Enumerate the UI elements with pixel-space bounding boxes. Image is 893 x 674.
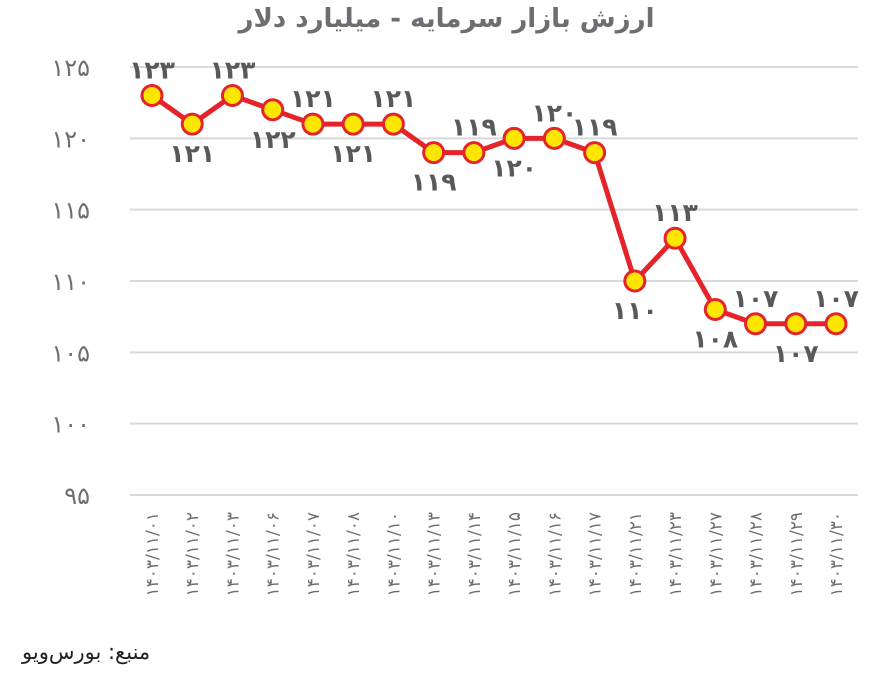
data-label: ۱۲۱ — [169, 139, 215, 168]
y-tick-label: ۱۱۵ — [51, 197, 90, 225]
x-tick-label: ۱۴۰۳/۱۱/۲۷ — [706, 512, 726, 597]
x-tick-label: ۱۴۰۳/۱۱/۰۱ — [143, 512, 163, 597]
x-tick-label: ۱۴۰۳/۱۱/۰۸ — [344, 512, 364, 597]
x-tick-label: ۱۴۰۳/۱۱/۱۴ — [465, 512, 485, 597]
x-axis-ticks: ۱۴۰۳/۱۱/۰۱ ۱۴۰۳/۱۱/۰۲ ۱۴۰۳/۱۱/۰۳ ۱۴۰۳/۱۱/۰۶… — [143, 512, 847, 597]
data-labels: ۱۲۳۱۲۱۱۲۳۱۲۲۱۲۱۱۲۱۱۲۱۱۱۹۱۱۹۱۲۰۱۲۰۱۱۹۱۱۰۱… — [129, 56, 859, 368]
data-label: ۱۰۷ — [773, 339, 819, 368]
data-label: ۱۲۳ — [210, 56, 256, 85]
x-tick-label: ۱۴۰۳/۱۱/۲۹ — [787, 512, 807, 597]
data-label: ۱۱۹ — [572, 113, 618, 142]
y-tick-label: ۱۲۰ — [51, 125, 90, 153]
x-tick-label: ۱۴۰۳/۱۱/۲۱ — [626, 512, 646, 597]
x-tick-label: ۱۴۰۳/۱۱/۰۲ — [183, 512, 203, 597]
data-point-marker — [784, 312, 808, 336]
data-point-marker — [703, 298, 727, 322]
x-tick-label: ۱۴۰۳/۱۱/۰۳ — [223, 512, 243, 597]
data-label: ۱۲۳ — [129, 56, 175, 85]
data-label: ۱۱۹ — [451, 113, 497, 142]
data-label: ۱۲۱ — [371, 84, 417, 113]
y-tick-label: ۱۲۵ — [51, 54, 90, 82]
data-label: ۱۱۰ — [612, 296, 658, 325]
y-axis-ticks: ۱۲۵ ۱۲۰ ۱۱۵ ۱۱۰ ۱۰۵ ۱۰۰ ۹۵ — [51, 54, 90, 510]
y-tick-label: ۹۵ — [64, 482, 90, 510]
data-label: ۱۲۰ — [531, 98, 577, 127]
y-tick-label: ۱۰۰ — [51, 411, 90, 439]
x-tick-label: ۱۴۰۳/۱۱/۱۰ — [384, 512, 404, 597]
source-note: منبع: بورس‌ویو — [22, 640, 151, 664]
data-point-marker — [261, 98, 285, 122]
y-tick-label: ۱۱۰ — [51, 268, 90, 296]
data-label: ۱۰۸ — [692, 325, 738, 354]
data-label: ۱۲۱ — [290, 84, 336, 113]
x-tick-label: ۱۴۰۳/۱۱/۰۷ — [304, 512, 324, 597]
x-tick-label: ۱۴۰۳/۱۱/۲۳ — [666, 512, 686, 597]
data-point-marker — [422, 141, 446, 165]
data-label: ۱۱۳ — [652, 198, 698, 227]
data-label: ۱۰۷ — [813, 284, 859, 313]
data-point-marker — [180, 112, 204, 136]
data-label: ۱۱۹ — [411, 168, 457, 197]
gridlines — [130, 66, 858, 496]
x-tick-label: ۱۴۰۳/۱۱/۲۸ — [747, 512, 767, 597]
data-label: ۱۰۷ — [733, 284, 779, 313]
data-point-marker — [140, 84, 164, 108]
data-point-marker — [542, 126, 566, 150]
x-tick-label: ۱۴۰۳/۱۱/۱۵ — [505, 512, 525, 597]
y-tick-label: ۱۰۵ — [51, 339, 90, 367]
data-point-marker — [381, 112, 405, 136]
data-point-marker — [462, 141, 486, 165]
x-tick-label: ۱۴۰۳/۱۱/۱۶ — [545, 512, 565, 597]
data-point-marker — [341, 112, 365, 136]
data-label: ۱۲۲ — [250, 125, 296, 154]
x-tick-label: ۱۴۰۳/۱۱/۱۳ — [425, 512, 445, 597]
data-markers — [140, 84, 848, 336]
data-label: ۱۲۰ — [491, 153, 537, 182]
data-point-marker — [220, 84, 244, 108]
data-point-marker — [301, 112, 325, 136]
x-tick-label: ۱۴۰۳/۱۱/۳۰ — [827, 512, 847, 597]
x-tick-label: ۱۴۰۳/۱۱/۰۶ — [264, 512, 284, 597]
x-tick-label: ۱۴۰۳/۱۱/۱۷ — [586, 512, 606, 597]
data-point-marker — [663, 226, 687, 250]
data-point-marker — [623, 269, 647, 293]
data-point-marker — [824, 312, 848, 336]
data-point-marker — [502, 126, 526, 150]
data-label: ۱۲۱ — [330, 139, 376, 168]
data-point-marker — [744, 312, 768, 336]
data-point-marker — [583, 141, 607, 165]
chart-title: ارزش بازار سرمایه - میلیارد دلار — [238, 4, 655, 34]
